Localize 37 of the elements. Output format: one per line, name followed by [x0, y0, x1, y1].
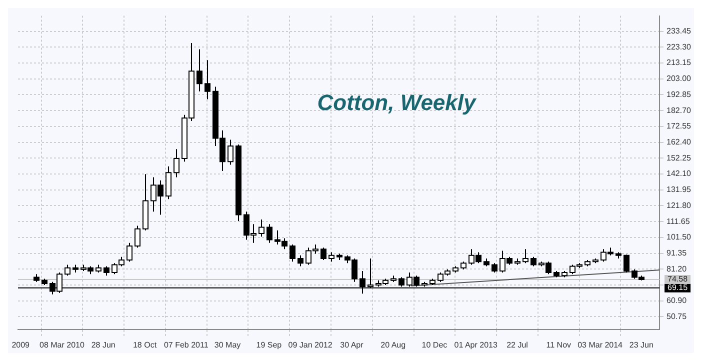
- x-tick-label: 30 Apr: [340, 340, 364, 350]
- y-tick-label: 81.20: [666, 264, 688, 274]
- y-tick-label: 152.25: [666, 153, 692, 162]
- y-tick-label: 213.15: [666, 58, 692, 68]
- y-tick-label: 101.50: [666, 232, 692, 242]
- x-tick-label: 2009: [12, 340, 30, 350]
- ref-line-label: 74.58: [668, 274, 688, 284]
- y-tick-label: 162.40: [666, 138, 692, 147]
- y-tick-label: 203.00: [666, 74, 692, 84]
- x-tick-label: 09 Jan 2012: [288, 340, 333, 350]
- y-tick-label: 121.80: [666, 200, 692, 210]
- ref-line-label: 69.15: [668, 283, 688, 292]
- x-tick-label: 11 Nov: [546, 340, 572, 350]
- y-tick-label: 172.55: [666, 122, 692, 131]
- x-tick-label: 30 May: [214, 340, 241, 350]
- y-tick-label: 60.90: [666, 296, 688, 306]
- x-tick-label: 19 Sep: [256, 340, 282, 350]
- x-tick-label: 07 Feb 2011: [164, 340, 209, 350]
- y-tick-label: 91.35: [666, 248, 688, 258]
- text: Cotton, Weekly: [317, 90, 478, 115]
- y-tick-label: 111.65: [666, 216, 690, 226]
- x-tick-label: 08 Mar 2010: [40, 340, 85, 350]
- x-tick-label: 23 Jun: [629, 340, 654, 350]
- x-tick-label: 01 Apr 2013: [454, 340, 498, 350]
- x-tick-label: 28 Jun: [91, 340, 116, 350]
- x-tick-label: 20 Aug: [380, 340, 406, 350]
- x-tick-label: 10 Dec: [422, 340, 448, 350]
- x-tick-label: 18 Oct: [132, 340, 158, 350]
- y-tick-label: 192.85: [666, 90, 692, 99]
- y-tick-label: 233.45: [666, 26, 692, 36]
- x-tick-label: 22 Jul: [506, 340, 528, 350]
- y-tick-label: 223.30: [666, 42, 692, 52]
- y-tick-label: 142.10: [666, 169, 692, 178]
- y-tick-label: 182.70: [666, 106, 692, 115]
- y-tick-label: 50.75: [666, 312, 688, 321]
- x-tick-label: 03 Mar 2014: [578, 340, 624, 350]
- y-tick-label: 131.95: [666, 185, 692, 194]
